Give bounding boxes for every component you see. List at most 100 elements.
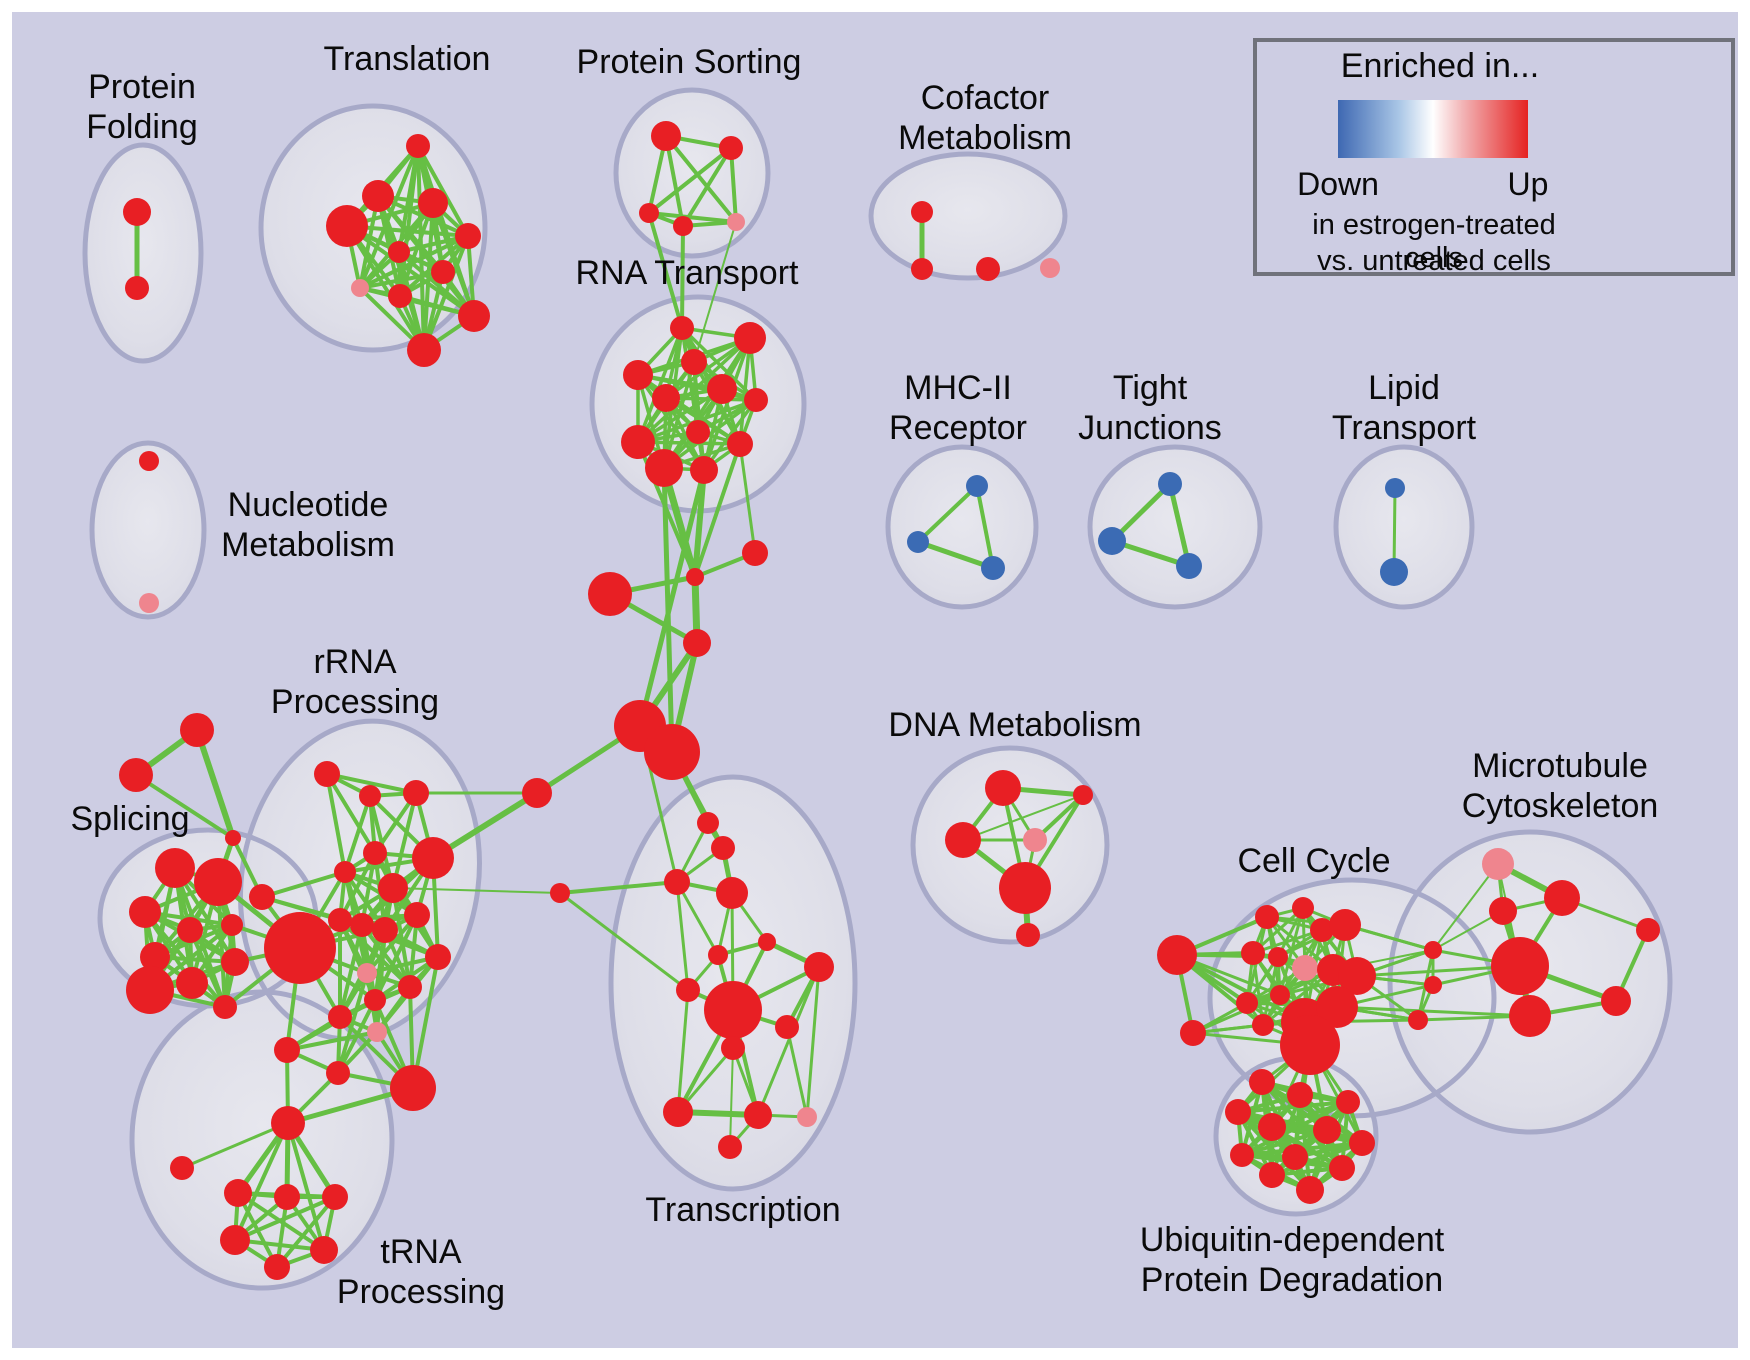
network-node[interactable] [727, 431, 753, 457]
network-node[interactable] [522, 778, 552, 808]
network-node[interactable] [125, 276, 149, 300]
network-node[interactable] [588, 572, 632, 616]
network-node[interactable] [425, 944, 451, 970]
network-node[interactable] [1336, 1090, 1360, 1114]
network-node[interactable] [129, 896, 161, 928]
network-node[interactable] [1259, 1162, 1285, 1188]
network-node[interactable] [686, 420, 710, 444]
network-node[interactable] [455, 223, 481, 249]
network-node[interactable] [1098, 527, 1126, 555]
network-node[interactable] [274, 1184, 300, 1210]
network-node[interactable] [651, 121, 681, 151]
network-node[interactable] [719, 136, 743, 160]
network-node[interactable] [1016, 923, 1040, 947]
network-node[interactable] [271, 1106, 305, 1140]
network-node[interactable] [194, 858, 242, 906]
network-node[interactable] [170, 1156, 194, 1180]
network-node[interactable] [357, 963, 377, 983]
network-node[interactable] [274, 1037, 300, 1063]
network-node[interactable] [1338, 957, 1376, 995]
network-node[interactable] [1316, 986, 1358, 1028]
network-node[interactable] [644, 724, 700, 780]
network-node[interactable] [388, 284, 412, 308]
network-node[interactable] [388, 241, 410, 263]
network-node[interactable] [1636, 918, 1660, 942]
network-node[interactable] [1408, 1010, 1428, 1030]
network-node[interactable] [412, 837, 454, 879]
network-node[interactable] [1310, 918, 1334, 942]
network-node[interactable] [1544, 880, 1580, 916]
network-node[interactable] [1509, 995, 1551, 1037]
network-node[interactable] [403, 780, 429, 806]
network-node[interactable] [727, 213, 745, 231]
network-node[interactable] [775, 1015, 799, 1039]
network-node[interactable] [639, 203, 659, 223]
network-node[interactable] [721, 1036, 745, 1060]
network-node[interactable] [999, 862, 1051, 914]
network-node[interactable] [1329, 909, 1361, 941]
network-node[interactable] [744, 1101, 772, 1129]
network-node[interactable] [734, 322, 766, 354]
network-node[interactable] [326, 1061, 350, 1085]
network-node[interactable] [697, 812, 719, 834]
network-node[interactable] [673, 216, 693, 236]
network-node[interactable] [1270, 985, 1290, 1005]
network-node[interactable] [981, 556, 1005, 580]
network-node[interactable] [911, 201, 933, 223]
network-node[interactable] [372, 917, 398, 943]
network-node[interactable] [704, 981, 762, 1039]
network-node[interactable] [1292, 897, 1314, 919]
network-node[interactable] [804, 952, 834, 982]
network-node[interactable] [1329, 1155, 1355, 1181]
network-node[interactable] [966, 475, 988, 497]
network-node[interactable] [1225, 1099, 1251, 1125]
network-node[interactable] [139, 593, 159, 613]
network-node[interactable] [213, 995, 237, 1019]
network-node[interactable] [683, 629, 711, 657]
network-node[interactable] [350, 913, 374, 937]
network-node[interactable] [663, 1097, 693, 1127]
network-node[interactable] [976, 257, 1000, 281]
network-node[interactable] [328, 1005, 352, 1029]
network-node[interactable] [176, 967, 208, 999]
network-node[interactable] [623, 360, 653, 390]
network-node[interactable] [652, 384, 680, 412]
network-node[interactable] [378, 873, 408, 903]
network-node[interactable] [711, 836, 735, 860]
network-node[interactable] [758, 933, 776, 951]
network-node[interactable] [1482, 848, 1514, 880]
network-node[interactable] [907, 531, 929, 553]
network-node[interactable] [690, 456, 718, 484]
network-node[interactable] [681, 349, 707, 375]
network-node[interactable] [139, 451, 159, 471]
network-node[interactable] [1073, 785, 1093, 805]
network-node[interactable] [351, 279, 369, 297]
network-node[interactable] [1023, 828, 1047, 852]
network-node[interactable] [1268, 947, 1288, 967]
network-node[interactable] [363, 841, 387, 865]
network-node[interactable] [220, 1225, 250, 1255]
network-node[interactable] [1349, 1130, 1375, 1156]
network-node[interactable] [225, 830, 241, 846]
network-node[interactable] [126, 966, 174, 1014]
network-node[interactable] [1491, 937, 1549, 995]
network-node[interactable] [367, 1022, 387, 1042]
network-node[interactable] [249, 884, 275, 910]
network-node[interactable] [390, 1065, 436, 1111]
network-node[interactable] [1040, 258, 1060, 278]
network-node[interactable] [1489, 897, 1517, 925]
network-node[interactable] [221, 948, 249, 976]
network-node[interactable] [718, 1135, 742, 1159]
network-node[interactable] [264, 912, 336, 984]
network-node[interactable] [708, 945, 728, 965]
network-node[interactable] [1230, 1143, 1254, 1167]
network-node[interactable] [670, 316, 694, 340]
network-node[interactable] [1282, 1144, 1308, 1170]
network-node[interactable] [404, 902, 430, 928]
network-node[interactable] [1424, 941, 1442, 959]
network-node[interactable] [224, 1179, 252, 1207]
network-node[interactable] [334, 861, 356, 883]
network-node[interactable] [621, 425, 655, 459]
network-node[interactable] [797, 1107, 817, 1127]
network-node[interactable] [264, 1254, 290, 1280]
